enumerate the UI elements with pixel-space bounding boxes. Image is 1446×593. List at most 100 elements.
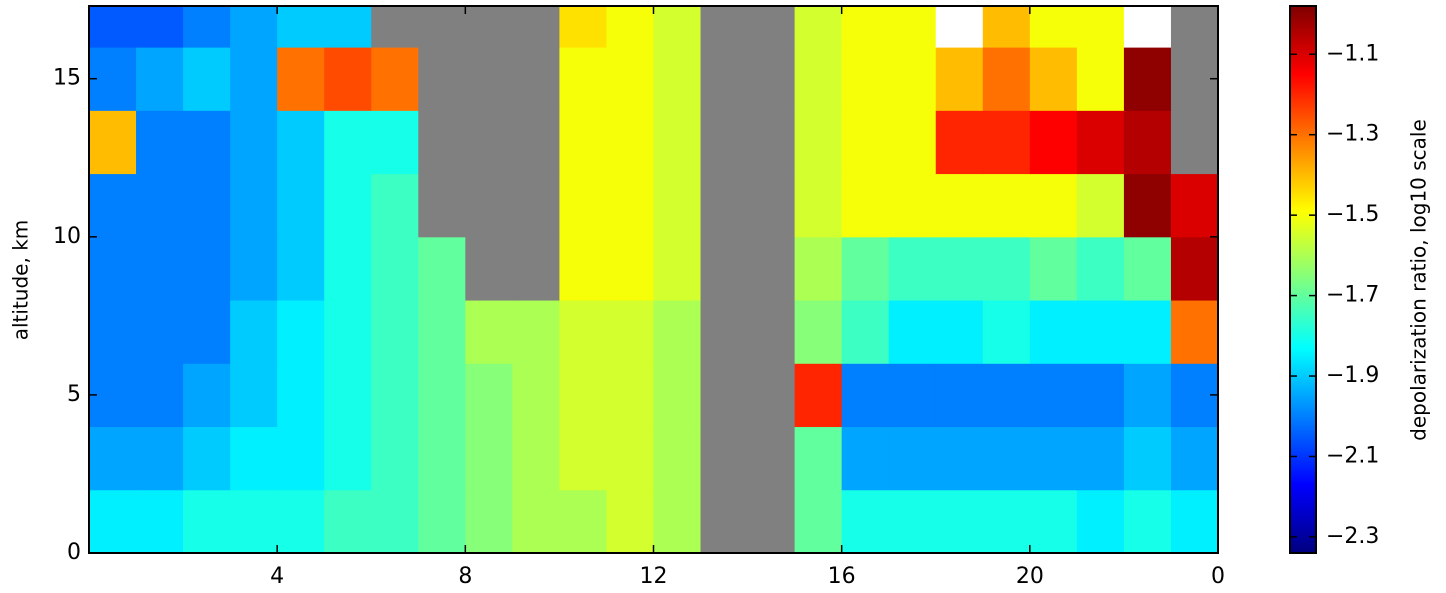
heatmap-cell <box>371 489 419 554</box>
heatmap-cell <box>935 236 984 301</box>
heatmap-cell <box>371 6 419 48</box>
heatmap-cell <box>1170 426 1219 491</box>
x-tick-label: 20 <box>1016 564 1044 589</box>
heatmap-cell <box>1123 173 1172 238</box>
heatmap-cell <box>371 236 419 301</box>
heatmap-cell <box>1123 236 1172 301</box>
heatmap-cell <box>418 300 466 364</box>
heatmap-cell <box>653 110 702 175</box>
heatmap-cell <box>183 363 231 428</box>
heatmap-cell <box>606 6 654 48</box>
colorbar-tick-label: −1.5 <box>1326 202 1379 227</box>
heatmap-cell <box>794 6 843 48</box>
heatmap-cell <box>982 110 1031 175</box>
heatmap-cell <box>982 363 1031 428</box>
heatmap-cell <box>418 110 466 175</box>
heatmap-cell <box>324 173 372 238</box>
heatmap-cell <box>747 173 796 238</box>
heatmap-cell <box>512 300 560 364</box>
heatmap-cell <box>700 426 749 491</box>
heatmap-cell <box>465 363 513 428</box>
heatmap-cell <box>841 300 890 364</box>
heatmap-cell <box>1123 300 1172 364</box>
heatmap-cell <box>794 110 843 175</box>
heatmap-cell <box>982 300 1031 364</box>
heatmap-cell <box>512 173 560 238</box>
heatmap-cell <box>982 6 1031 48</box>
heatmap-cell <box>324 363 372 428</box>
heatmap-cell <box>136 489 184 554</box>
x-tick-label: 8 <box>458 564 472 589</box>
heatmap-cell <box>230 300 278 364</box>
heatmap-cell <box>1029 6 1078 48</box>
heatmap-cell <box>89 300 137 364</box>
heatmap-cell <box>747 110 796 175</box>
heatmap-cell <box>465 173 513 238</box>
heatmap-cell <box>888 426 937 491</box>
heatmap-cell <box>371 173 419 238</box>
y-axis-label: altitude, km <box>9 220 33 341</box>
heatmap-cell <box>1123 426 1172 491</box>
heatmap-cell <box>465 47 513 111</box>
heatmap-cell <box>747 236 796 301</box>
heatmap-cell <box>794 426 843 491</box>
heatmap-cell <box>1123 110 1172 175</box>
y-tick-label: 0 <box>67 540 81 565</box>
heatmap-cell <box>418 489 466 554</box>
heatmap-cell <box>183 6 231 48</box>
heatmap-cell <box>1029 110 1078 175</box>
heatmap-cell <box>230 489 278 554</box>
heatmap-cell <box>136 236 184 301</box>
heatmap-cell <box>888 363 937 428</box>
heatmap-cell <box>747 300 796 364</box>
heatmap-cell <box>559 110 607 175</box>
heatmap-cell <box>324 47 372 111</box>
heatmap-cell <box>512 363 560 428</box>
heatmap-cell <box>371 300 419 364</box>
colorbar-tick-label: −1.7 <box>1326 283 1379 308</box>
heatmap-cell <box>606 489 654 554</box>
heatmap-cell <box>89 489 137 554</box>
y-tick-label: 5 <box>67 382 81 407</box>
heatmap-cell <box>371 363 419 428</box>
heatmap-cell <box>465 300 513 364</box>
heatmap-cell <box>1123 47 1172 111</box>
heatmap-cell <box>89 6 137 48</box>
heatmap-cell <box>700 6 749 48</box>
heatmap-cell <box>888 236 937 301</box>
heatmap-cell <box>465 6 513 48</box>
heatmap-cell <box>1076 6 1125 48</box>
heatmap-cell <box>277 173 325 238</box>
heatmap-cell <box>89 426 137 491</box>
heatmap-cell <box>559 47 607 111</box>
heatmap-cell <box>1076 363 1125 428</box>
heatmap-cell <box>1170 300 1219 364</box>
heatmap-cell <box>653 489 702 554</box>
heatmap-cell <box>136 47 184 111</box>
heatmap-cell <box>559 6 607 48</box>
heatmap-cell <box>700 173 749 238</box>
heatmap-cell <box>1029 300 1078 364</box>
heatmap-cell <box>418 236 466 301</box>
heatmap-cell <box>559 173 607 238</box>
heatmap-cell <box>183 110 231 175</box>
heatmap-cell <box>794 236 843 301</box>
heatmap-cell <box>1029 426 1078 491</box>
heatmap-cell <box>841 363 890 428</box>
heatmap-cell <box>606 300 654 364</box>
colorbar <box>1290 6 1316 553</box>
heatmap-cell <box>700 363 749 428</box>
y-tick-label: 10 <box>53 224 81 249</box>
heatmap-cell <box>277 426 325 491</box>
heatmap-cell <box>1029 489 1078 554</box>
heatmap-cell <box>653 300 702 364</box>
heatmap-cell <box>982 47 1031 111</box>
heatmap-cell <box>888 173 937 238</box>
heatmap-cell <box>1029 173 1078 238</box>
heatmap-cell <box>1170 173 1219 238</box>
heatmap-cell <box>136 6 184 48</box>
heatmap-cell <box>230 47 278 111</box>
heatmap-cell <box>841 47 890 111</box>
colorbar-tick-label: −1.1 <box>1326 41 1379 66</box>
heatmap-cell <box>1123 6 1172 48</box>
